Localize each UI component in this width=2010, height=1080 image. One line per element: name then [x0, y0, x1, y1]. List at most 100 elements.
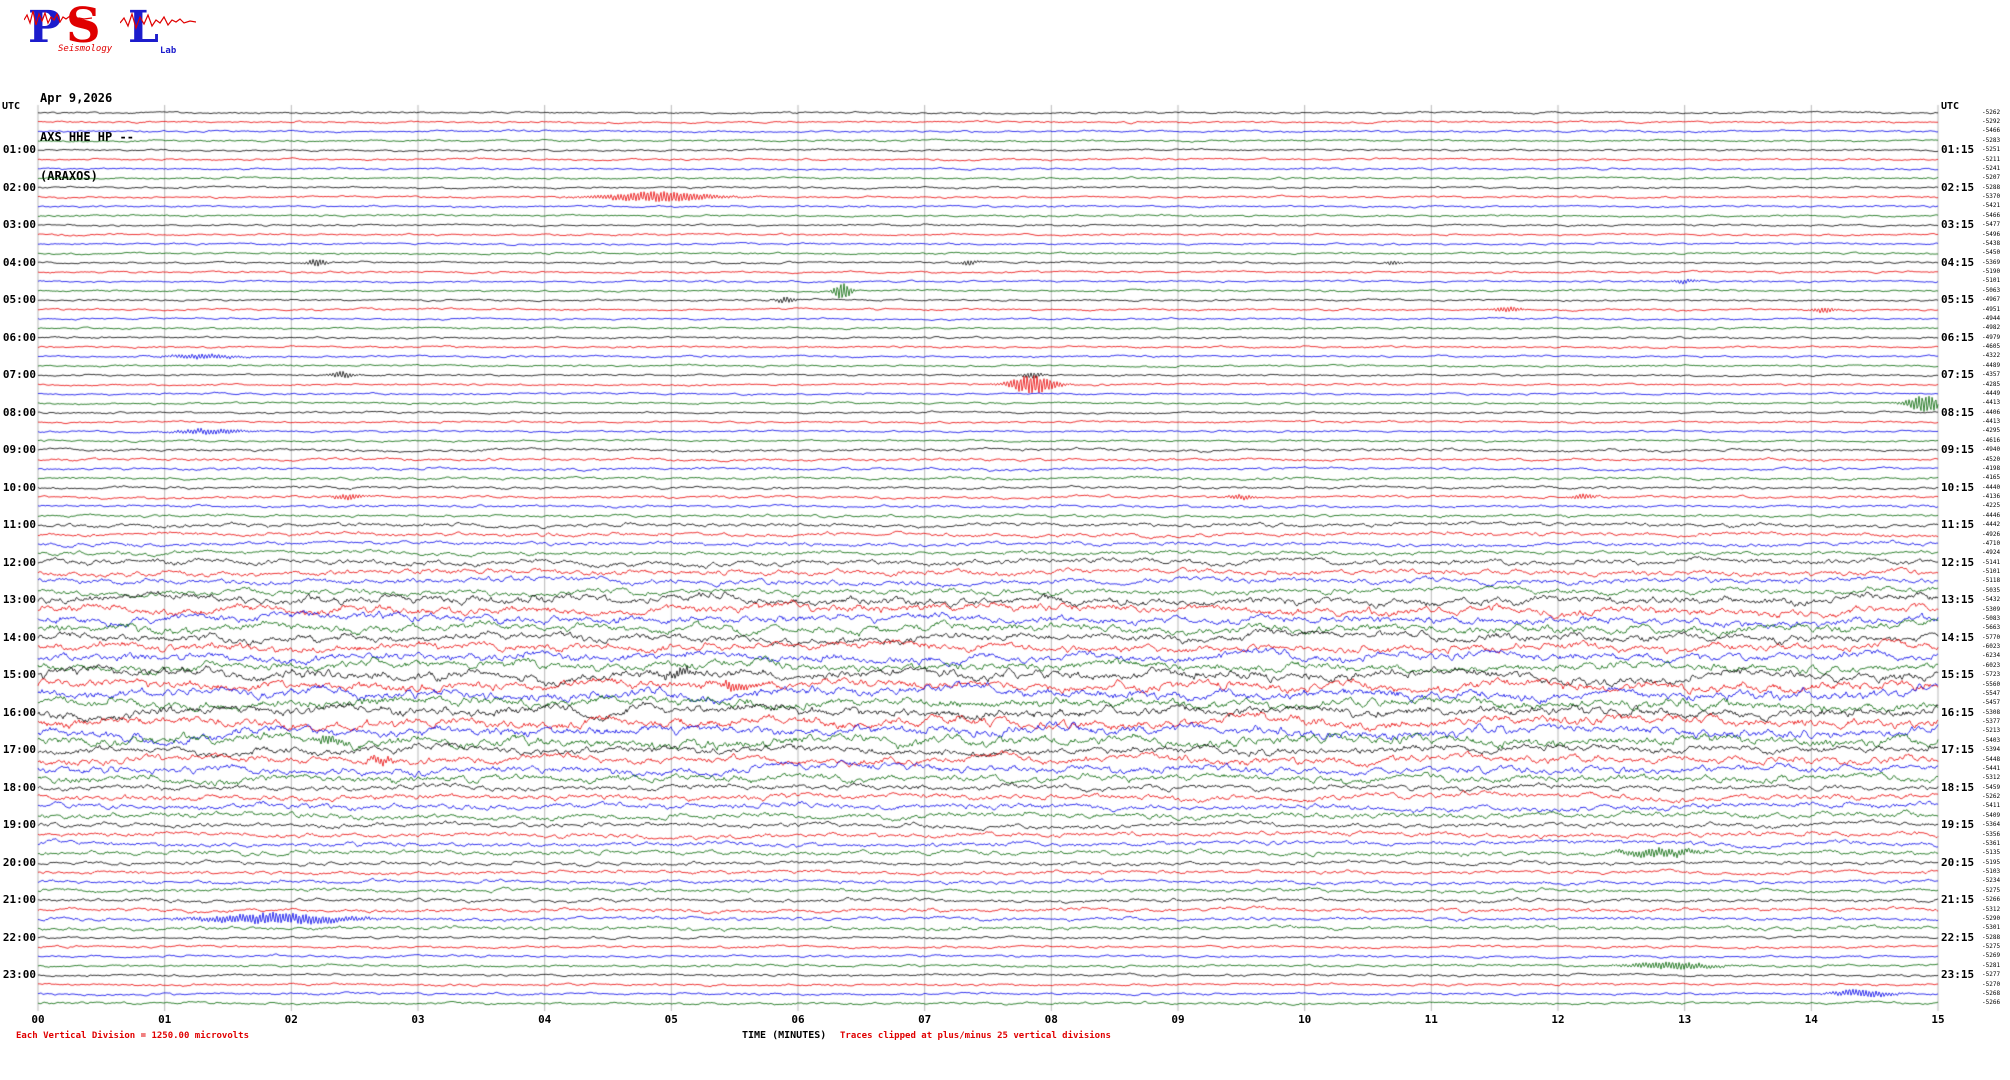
x-axis-tick-label: 05: [664, 1013, 678, 1026]
trace-offset-value: -5266: [1982, 999, 2001, 1007]
left-time-label: 01:00: [2, 143, 36, 157]
x-axis-tick-label: 13: [1678, 1013, 1692, 1026]
trace-offset-value: -5213: [1982, 727, 2001, 735]
trace-offset-value: -5035: [1982, 586, 2001, 594]
right-time-label: 13:15: [1941, 593, 1975, 607]
right-time-label: 05:15: [1941, 293, 1975, 307]
trace-offset-value: -5394: [1982, 746, 2001, 754]
trace-offset-value: -5195: [1982, 858, 2001, 866]
trace-offset-value: -5560: [1982, 680, 2001, 688]
x-axis-tick-label: 07: [918, 1013, 932, 1026]
left-time-label: 08:00: [2, 405, 36, 419]
utc-label-right: UTC: [1941, 101, 1960, 112]
trace-offset-value: -4295: [1982, 427, 2001, 435]
right-time-label: 06:15: [1941, 330, 1975, 344]
scale-note: Each Vertical Division = 1250.00 microvo…: [16, 1031, 249, 1041]
trace-offset-value: -5466: [1982, 211, 2001, 219]
trace-offset-value: -5438: [1982, 239, 2001, 247]
right-time-label: 22:15: [1941, 930, 1975, 944]
trace-offset-value: -4225: [1982, 502, 2001, 510]
trace-offset-value: -4357: [1982, 371, 2001, 379]
trace-offset-value: -5118: [1982, 577, 2001, 585]
right-time-label: 11:15: [1941, 518, 1975, 532]
trace-offset-value: -5457: [1982, 699, 2001, 707]
trace-offset-value: -4520: [1982, 455, 2001, 463]
trace-offset-value: -5432: [1982, 596, 2001, 604]
trace-offset-value: -5234: [1982, 877, 2001, 885]
trace-offset-value: -5083: [1982, 614, 2001, 622]
x-axis-tick-label: 10: [1298, 1013, 1312, 1026]
x-axis-tick-label: 12: [1551, 1013, 1565, 1026]
left-time-label: 06:00: [2, 330, 36, 344]
x-axis-tick-label: 00: [31, 1013, 45, 1026]
left-time-label: 16:00: [2, 705, 36, 719]
trace-offset-value: -5496: [1982, 230, 2001, 238]
right-time-label: 21:15: [1941, 893, 1975, 907]
trace-offset-value: -5101: [1982, 277, 2001, 285]
right-time-label: 09:15: [1941, 443, 1975, 457]
trace-offset-value: -4616: [1982, 436, 2001, 444]
trace-offset-value: -5262: [1982, 793, 2001, 801]
trace-offset-value: -5207: [1982, 174, 2001, 182]
trace-offset-value: -4198: [1982, 464, 2001, 472]
trace-offset-value: -5309: [1982, 605, 2001, 613]
x-axis-tick-label: 09: [1171, 1013, 1185, 1026]
utc-label-left: UTC: [2, 101, 21, 112]
trace-offset-value: -5377: [1982, 718, 2001, 726]
x-axis-tick-label: 08: [1044, 1013, 1058, 1026]
trace-offset-value: -4967: [1982, 296, 2001, 304]
trace-offset-value: -4449: [1982, 389, 2001, 397]
trace-offset-value: -5251: [1982, 146, 2001, 154]
left-time-label: 21:00: [2, 893, 36, 907]
trace-offset-value: -4710: [1982, 539, 2001, 547]
trace-offset-value: -5663: [1982, 624, 2001, 632]
trace-offset-value: -5135: [1982, 849, 2001, 857]
x-axis-tick-label: 01: [158, 1013, 172, 1026]
right-time-label: 03:15: [1941, 218, 1975, 232]
trace-offset-value: -5411: [1982, 802, 2001, 810]
x-axis-tick-label: 03: [411, 1013, 425, 1026]
trace-offset-value: -4413: [1982, 418, 2001, 426]
left-time-label: 13:00: [2, 593, 36, 607]
trace-offset-value: -5241: [1982, 164, 2001, 172]
x-axis-tick-label: 04: [538, 1013, 552, 1026]
trace-offset-value: -4322: [1982, 352, 2001, 360]
trace-offset-value: -4413: [1982, 399, 2001, 407]
trace-offset-value: -5141: [1982, 558, 2001, 566]
trace-offset-value: -5262: [1982, 108, 2001, 116]
trace-offset-value: -4136: [1982, 493, 2001, 501]
trace-offset-value: -5277: [1982, 971, 2001, 979]
trace-offset-value: -5370: [1982, 193, 2001, 201]
trace-offset-value: -5103: [1982, 868, 2001, 876]
right-time-label: 04:15: [1941, 255, 1975, 269]
trace-offset-value: -5063: [1982, 286, 2001, 294]
trace-offset-value: -6023: [1982, 661, 2001, 669]
trace-offset-value: -5441: [1982, 764, 2001, 772]
trace-offset-value: -5466: [1982, 127, 2001, 135]
left-time-label: 23:00: [2, 968, 36, 982]
left-time-label: 14:00: [2, 630, 36, 644]
right-time-label: 10:15: [1941, 480, 1975, 494]
trace-offset-value: -5101: [1982, 568, 2001, 576]
trace-offset-value: -5275: [1982, 886, 2001, 894]
x-axis-tick-label: 15: [1931, 1013, 1945, 1026]
trace-offset-value: -5190: [1982, 268, 2001, 276]
left-time-label: 03:00: [2, 218, 36, 232]
trace-offset-value: -6234: [1982, 652, 2001, 660]
trace-offset-value: -5292: [1982, 118, 2001, 126]
right-time-label: 12:15: [1941, 555, 1975, 569]
trace-offset-value: -4951: [1982, 305, 2001, 313]
trace-offset-value: -4926: [1982, 530, 2001, 538]
left-time-label: 02:00: [2, 180, 36, 194]
left-time-label: 09:00: [2, 443, 36, 457]
trace-offset-value: -5403: [1982, 736, 2001, 744]
left-time-label: 22:00: [2, 930, 36, 944]
trace-offset-value: -5421: [1982, 202, 2001, 210]
trace-offset-value: -4489: [1982, 361, 2001, 369]
trace-offset-value: -6023: [1982, 643, 2001, 651]
left-time-label: 18:00: [2, 780, 36, 794]
trace-offset-value: -4982: [1982, 324, 2001, 332]
trace-offset-value: -4605: [1982, 343, 2001, 351]
trace-offset-value: -5288: [1982, 183, 2001, 191]
right-time-label: 19:15: [1941, 818, 1975, 832]
